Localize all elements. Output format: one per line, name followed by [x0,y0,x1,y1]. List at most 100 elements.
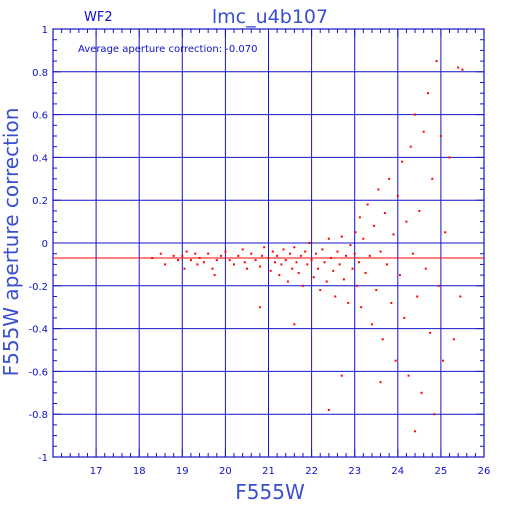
data-point [340,235,343,238]
plot-frame-layer [52,28,485,458]
data-point [202,261,205,264]
data-point [291,267,294,270]
data-point [304,250,307,253]
data-point [407,374,410,377]
y-tick-label: -0.2 [28,282,48,293]
data-point [379,250,382,253]
data-point [388,177,391,180]
data-point [381,338,384,341]
data-point [394,359,397,362]
data-point [364,271,367,274]
data-point [241,248,244,251]
data-point [319,289,322,292]
data-point [459,295,462,298]
y-tick-label: 0.8 [32,68,48,79]
data-point [181,254,184,257]
data-point [245,267,248,270]
data-point [286,280,289,283]
data-point [396,194,399,197]
data-point [233,263,236,266]
data-point [276,254,279,257]
data-point [345,254,348,257]
data-point [424,267,427,270]
y-tick-label: -1 [38,453,48,464]
data-point [159,252,162,255]
data-point [358,261,361,264]
data-point [284,259,287,262]
x-tick-label: 19 [176,466,189,477]
data-point [461,68,464,71]
data-point [258,306,261,309]
data-point [442,359,445,362]
x-tick-label: 20 [219,466,232,477]
data-point [151,256,154,259]
data-point [452,338,455,341]
data-point [403,316,406,319]
data-point [379,381,382,384]
data-point [228,259,231,262]
data-point [183,267,186,270]
data-point [405,220,408,223]
tick-labels-layer: 17 18 19 20 21 22 23 24 25 26 -1 -0.8 -0.6 -0.4 -0.2 0 0… [28,25,490,477]
data-point [271,250,274,253]
data-point [340,374,343,377]
x-tick-label: 22 [305,466,318,477]
y-tick-label: 1 [42,25,48,36]
data-point [282,248,285,251]
data-point [444,231,447,234]
data-point [267,256,270,259]
data-point [418,209,421,212]
data-point [295,261,298,264]
data-point [314,252,317,255]
x-tick-label: 24 [391,466,404,477]
x-tick-label: 23 [348,466,361,477]
chart-title: lmc_u4b107 [212,6,328,28]
x-tick-label: 21 [262,466,275,477]
data-point [211,267,214,270]
data-point [312,276,315,279]
data-point [293,246,296,249]
data-point [278,274,281,277]
data-point [273,261,276,264]
data-point [370,323,373,326]
y-tick-label: 0.6 [32,111,48,122]
data-point [301,284,304,287]
data-point [323,261,326,264]
data-point [342,278,345,281]
data-point [377,188,380,191]
data-point [308,242,311,244]
data-point [196,263,199,266]
data-point [327,408,330,411]
data-point [306,263,309,266]
data-point [373,224,376,227]
data-point [435,60,438,63]
data-point [261,254,264,257]
data-point [411,252,414,255]
data-point [422,130,425,133]
x-tick-label: 25 [435,466,448,477]
data-point [368,254,371,257]
grid-layer [53,29,484,457]
y-tick-label: -0.4 [28,325,48,336]
data-point [329,256,332,259]
data-point [375,289,378,292]
data-point [354,231,357,234]
data-point [431,177,434,180]
data-point [194,252,197,255]
y-tick-label: 0 [42,239,48,250]
average-annotation: Average aperture correction: -0.070 [78,44,258,55]
data-point [383,212,386,215]
data-point [220,254,223,257]
data-point [439,135,442,137]
data-point [353,252,356,255]
data-point [207,252,210,255]
data-point [416,295,419,298]
data-point [293,323,296,326]
data-point [349,244,352,247]
data-point [198,256,201,259]
data-point [237,254,240,257]
data-point [258,265,261,268]
data-point [176,259,179,262]
data-point [327,237,330,240]
